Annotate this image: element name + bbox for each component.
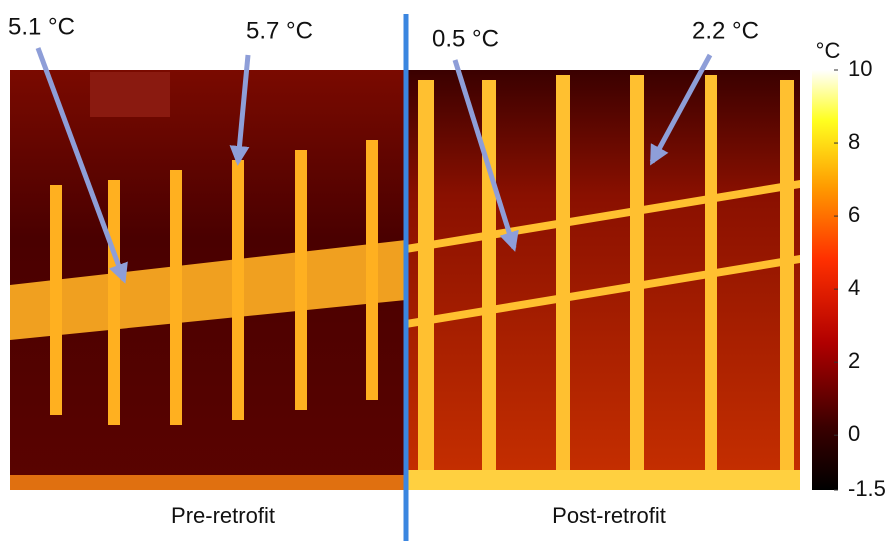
annotation: 2.2 °C bbox=[692, 17, 759, 44]
thermal-image bbox=[10, 70, 800, 490]
caption: Post-retrofit bbox=[552, 503, 666, 528]
annotation: 0.5 °C bbox=[432, 25, 499, 52]
colorbar-tick-label: 8 bbox=[848, 129, 860, 154]
annotation: 5.1 °C bbox=[8, 13, 75, 40]
annotation: 5.7 °C bbox=[246, 17, 313, 44]
caption: Pre-retrofit bbox=[171, 503, 275, 528]
colorbar bbox=[812, 70, 838, 490]
colorbar-unit: °C bbox=[816, 38, 841, 63]
colorbar-tick-label: -1.5 bbox=[848, 476, 886, 501]
colorbar-tick-label: 4 bbox=[848, 275, 860, 300]
arrows bbox=[35, 47, 713, 284]
colorbar-tick-label: 6 bbox=[848, 202, 860, 227]
colorbar-tick-label: 0 bbox=[848, 421, 860, 446]
colorbar-tick-label: 10 bbox=[848, 56, 872, 81]
colorbar-tick-label: 2 bbox=[848, 348, 860, 373]
